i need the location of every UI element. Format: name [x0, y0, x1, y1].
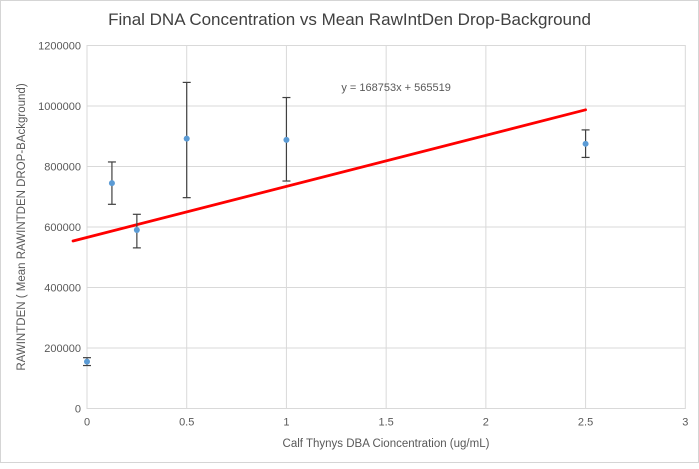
- y-tick-label: 600000: [44, 222, 81, 234]
- y-axis-title: RAWINTDEN ( Mean RAWINTDEN DROP-BAckgrou…: [16, 83, 28, 371]
- data-point: [582, 140, 589, 147]
- x-tick-label: 2.5: [578, 417, 593, 429]
- data-point: [183, 135, 190, 142]
- x-tick-label: 1.5: [379, 417, 394, 429]
- data-point: [133, 227, 140, 234]
- x-tick-label: 2: [483, 417, 489, 429]
- plot-border: [86, 45, 686, 409]
- x-axis-title: Calf Thynys DBA Cioncentration (ug/mL): [282, 438, 490, 450]
- trendline: [71, 108, 587, 243]
- data-point: [283, 136, 290, 143]
- y-tick-label: 400000: [44, 283, 81, 295]
- y-tick-label: 1200000: [38, 41, 81, 53]
- chart-title: Final DNA Concentration vs Mean RawIntDe…: [108, 10, 591, 29]
- data-point: [84, 358, 90, 365]
- x-tick-label: 0: [84, 417, 90, 429]
- trendline-equation-label: y = 168753x + 565519: [341, 82, 451, 95]
- x-tick-label: 1: [283, 417, 289, 429]
- data-point: [108, 180, 115, 187]
- x-tick-label: 0.5: [179, 417, 194, 429]
- y-tick-label: 0: [75, 404, 81, 416]
- y-tick-label: 200000: [44, 343, 81, 355]
- y-tick-label: 1000000: [38, 101, 81, 113]
- x-tick-label: 3: [682, 417, 688, 429]
- y-tick-label: 800000: [44, 162, 81, 174]
